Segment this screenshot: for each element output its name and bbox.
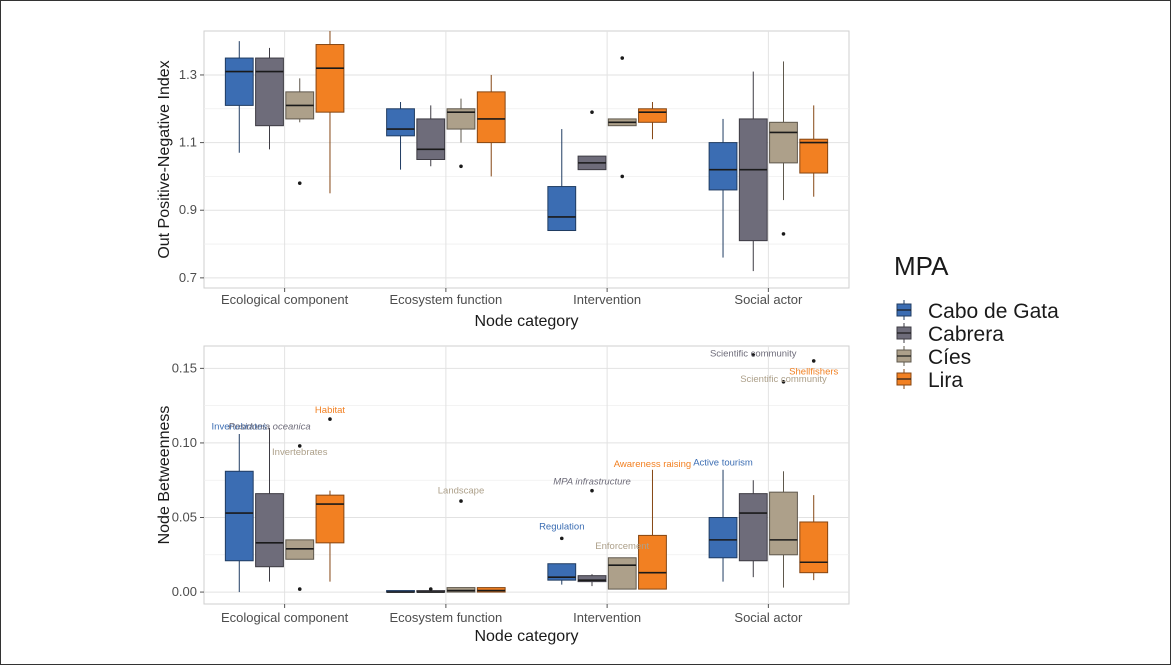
y-axis-title: Out Positive-Negative Index — [156, 60, 173, 258]
outlier-point — [620, 174, 625, 179]
y-tick-label: 1.1 — [179, 135, 197, 150]
annotation-label: Landscape — [438, 486, 484, 497]
outlier-point — [459, 499, 463, 503]
annotation-label: Posidonia oceanica — [228, 422, 310, 433]
outlier-point — [781, 379, 786, 384]
box-c-es — [446, 108, 476, 130]
y-tick-label: 0.15 — [172, 360, 197, 375]
x-tick-label: Ecological component — [221, 292, 349, 307]
outlier-point — [459, 164, 463, 169]
box-cabrera — [255, 493, 284, 568]
y-tick-label: 0.7 — [179, 270, 197, 285]
x-tick-label: Ecosystem function — [390, 610, 503, 625]
annotation-label: Active tourism — [693, 457, 753, 468]
box-lira — [315, 44, 345, 113]
outlier-point — [781, 232, 786, 236]
box-c-es — [607, 557, 637, 590]
outlier-point — [590, 488, 594, 493]
box-cabrera — [255, 57, 284, 127]
outlier-point — [590, 110, 594, 114]
x-tick-label: Intervention — [573, 610, 641, 625]
annotation-label: Regulation — [539, 521, 584, 532]
legend-title: MPA — [894, 251, 949, 281]
annotation-label: MPA infrastructure — [553, 477, 631, 488]
outlier-point — [751, 353, 756, 357]
box-cabo-de-gata — [547, 563, 577, 581]
outlier-point — [297, 181, 302, 185]
outlier-point — [328, 417, 332, 421]
chart-panel-1: 0.7 0.9 1.1 1.3 Ecological component Ecosyste… — [156, 30, 850, 330]
annotation-label: Awareness raising — [614, 459, 691, 470]
x-tick-label: Ecological component — [221, 610, 349, 625]
box-cabrera — [738, 493, 768, 562]
box-lira — [638, 534, 667, 590]
box-lira — [315, 494, 345, 544]
box-cabo-de-gata — [547, 186, 577, 232]
box-lira — [799, 521, 829, 574]
y-tick-label: 1.3 — [179, 67, 197, 82]
outlier-point — [620, 56, 625, 60]
x-axis-title: Node category — [474, 628, 578, 645]
outlier-point — [559, 536, 564, 541]
x-axis-title: Node category — [474, 313, 578, 330]
legend-label: Cabo de Gata — [928, 300, 1059, 323]
outlier-point — [811, 359, 816, 363]
box-cabrera — [577, 575, 607, 583]
y-tick-label: 0.00 — [172, 584, 197, 599]
outlier-point — [297, 587, 302, 591]
annotation-label: Enforcement — [595, 541, 649, 552]
x-tick-label: Intervention — [573, 292, 641, 307]
box-lira — [638, 108, 667, 123]
y-tick-label: 0.05 — [172, 510, 197, 525]
annotation-label: Scientific community — [740, 374, 827, 385]
box-cabo-de-gata — [386, 108, 415, 137]
annotation-label: Invertebrates — [212, 422, 268, 433]
annotation-label: Scientific community — [710, 348, 797, 359]
box-cabrera — [738, 118, 768, 242]
box-cabo-de-gata — [708, 517, 738, 559]
legend-label: Cíes — [928, 346, 971, 369]
box-c-es — [769, 121, 798, 164]
legend-label: Cabrera — [928, 323, 1004, 346]
chart-panel-2: 0.00 0.05 0.10 0.15 Ecological component Ecos… — [156, 345, 850, 645]
box-lira — [799, 138, 829, 174]
annotation-label: Habitat — [315, 405, 345, 416]
annotation-label: Invertebrates — [272, 447, 328, 458]
y-axis-title: Node Betweenness — [156, 406, 173, 545]
box-cabrera — [416, 118, 446, 160]
x-tick-label: Ecosystem function — [390, 292, 503, 307]
box-cabo-de-gata — [224, 470, 254, 562]
box-c-es — [769, 491, 798, 556]
outlier-point — [428, 587, 433, 591]
box-cabo-de-gata — [224, 57, 254, 106]
annotation-label: Shellfishers — [789, 366, 838, 377]
box-cabo-de-gata — [708, 142, 738, 191]
box-lira — [476, 91, 506, 144]
y-tick-label: 0.10 — [172, 435, 197, 450]
outlier-point — [297, 444, 302, 448]
y-tick-label: 0.9 — [179, 202, 197, 217]
legend-label: Lira — [928, 369, 963, 392]
x-tick-label: Social actor — [734, 292, 803, 307]
x-tick-label: Social actor — [734, 610, 803, 625]
